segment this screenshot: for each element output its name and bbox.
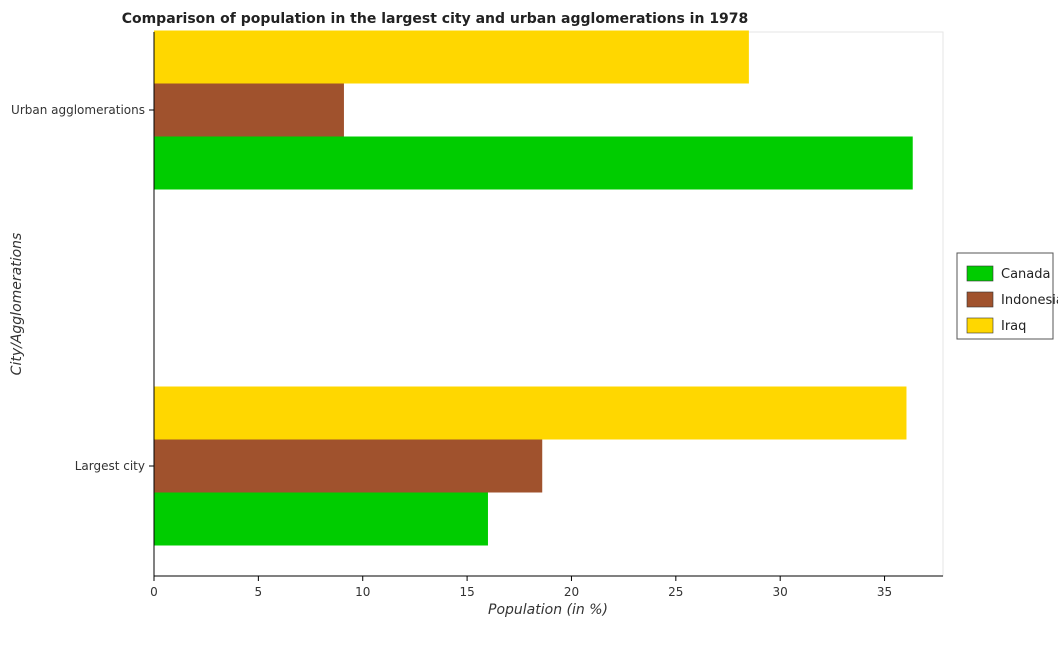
x-tick-label: 35 [877, 585, 892, 599]
legend-label-indonesia: Indonesia [1001, 293, 1058, 308]
legend-swatch-indonesia [966, 291, 994, 308]
y-axis-label: City/Agglomerations [9, 233, 25, 376]
y-tick-label-urban-agglomerations: Urban agglomerations [11, 103, 145, 117]
x-tick-label: 30 [773, 585, 788, 599]
x-tick-label: 25 [668, 585, 683, 599]
chart-title: Comparison of population in the largest … [122, 11, 749, 27]
bar-canada-largest-city [154, 492, 488, 546]
x-tick-label: 15 [459, 585, 474, 599]
legend-swatch-canada [966, 265, 994, 282]
bar-iraq-largest-city [154, 386, 907, 440]
x-tick-label: 10 [355, 585, 370, 599]
y-ticks: Largest city Urban agglomerations [11, 103, 154, 473]
bar-indonesia-largest-city [154, 439, 543, 493]
legend-swatch-iraq [966, 317, 994, 334]
legend-label-iraq: Iraq [1001, 319, 1026, 334]
x-ticks: 0 5 10 15 20 25 30 35 [150, 576, 892, 599]
x-tick-label: 5 [255, 585, 263, 599]
y-tick-label-largest-city: Largest city [75, 459, 145, 473]
x-tick-label: 0 [150, 585, 158, 599]
bar-canada-urban-agglomerations [154, 136, 913, 190]
x-axis-label: Population (in %) [488, 602, 608, 618]
legend: Canada Indonesia Iraq [956, 252, 1058, 340]
bar-indonesia-urban-agglomerations [154, 83, 344, 137]
bars-group [154, 30, 913, 546]
x-tick-label: 20 [564, 585, 579, 599]
bar-iraq-urban-agglomerations [154, 30, 749, 84]
legend-label-canada: Canada [1001, 267, 1050, 282]
